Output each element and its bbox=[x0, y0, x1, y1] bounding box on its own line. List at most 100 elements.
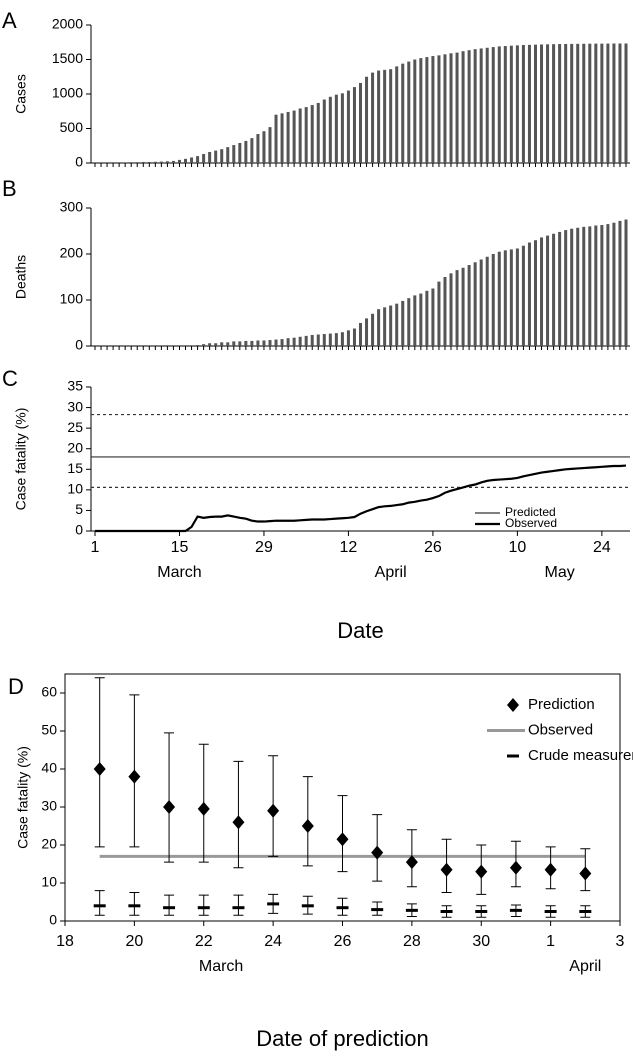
y-tick-label: 5 bbox=[75, 501, 83, 517]
bar bbox=[600, 225, 604, 346]
bar bbox=[190, 157, 194, 163]
bar bbox=[449, 273, 453, 346]
bar bbox=[129, 162, 133, 163]
bar bbox=[497, 46, 501, 163]
panel-label: A bbox=[2, 8, 17, 33]
x-tick-label: 24 bbox=[593, 539, 611, 556]
bar bbox=[268, 340, 272, 346]
bar bbox=[594, 43, 598, 163]
bar bbox=[497, 251, 501, 346]
bar bbox=[352, 87, 356, 163]
bar bbox=[226, 342, 230, 346]
bar bbox=[358, 323, 363, 346]
point bbox=[232, 815, 245, 830]
bar bbox=[208, 151, 212, 163]
y-tick-label: 30 bbox=[41, 798, 57, 814]
error-bar bbox=[233, 894, 244, 916]
x-tick-label: 28 bbox=[403, 933, 421, 950]
bar bbox=[527, 44, 531, 163]
bar bbox=[479, 259, 483, 346]
y-tick-label: 0 bbox=[75, 337, 83, 353]
bar bbox=[365, 76, 369, 163]
bar bbox=[304, 335, 308, 346]
bar bbox=[340, 332, 344, 346]
month-label: March bbox=[199, 958, 243, 975]
bar bbox=[455, 270, 459, 346]
bar bbox=[274, 339, 278, 346]
point bbox=[163, 800, 176, 814]
bar bbox=[328, 333, 332, 346]
bar bbox=[377, 309, 381, 346]
bar bbox=[407, 298, 411, 346]
bar bbox=[352, 328, 356, 346]
bar bbox=[521, 45, 525, 164]
bar bbox=[159, 161, 163, 163]
point bbox=[267, 803, 280, 818]
bar bbox=[280, 113, 284, 163]
point bbox=[301, 904, 314, 908]
bar bbox=[564, 230, 568, 346]
bar bbox=[473, 262, 477, 346]
bar bbox=[268, 127, 272, 163]
bar bbox=[552, 44, 556, 163]
y-axis-label: Cases bbox=[13, 74, 29, 114]
bar bbox=[582, 43, 586, 163]
point bbox=[128, 769, 141, 784]
bar bbox=[425, 290, 429, 346]
bar bbox=[280, 339, 284, 346]
bar bbox=[437, 55, 441, 163]
legend-label: Crude measurement bbox=[528, 747, 633, 764]
error-bar bbox=[233, 760, 244, 869]
point bbox=[405, 908, 418, 912]
y-tick-label: 0 bbox=[49, 912, 57, 928]
bar bbox=[346, 330, 350, 346]
bar bbox=[256, 134, 260, 163]
y-tick-label: 100 bbox=[60, 291, 84, 307]
bar bbox=[443, 277, 447, 346]
y-tick-label: 20 bbox=[41, 836, 57, 852]
y-tick-label: 25 bbox=[67, 419, 83, 435]
bar bbox=[491, 254, 495, 346]
point bbox=[163, 906, 176, 910]
y-tick-label: 50 bbox=[41, 722, 57, 738]
bar bbox=[262, 340, 266, 346]
bar bbox=[177, 159, 181, 163]
point bbox=[197, 906, 210, 910]
bar bbox=[624, 219, 628, 346]
month-label: April bbox=[569, 958, 601, 975]
point bbox=[301, 819, 314, 833]
y-tick-label: 30 bbox=[67, 398, 83, 414]
bar bbox=[521, 245, 525, 346]
bar bbox=[304, 107, 308, 163]
bar bbox=[171, 160, 175, 163]
bar bbox=[564, 43, 568, 163]
error-bar bbox=[94, 890, 105, 916]
bar bbox=[310, 105, 314, 163]
bar bbox=[371, 313, 375, 346]
x-axis-label: Date bbox=[337, 618, 383, 643]
bar bbox=[208, 343, 212, 346]
bar bbox=[624, 43, 628, 163]
bar bbox=[515, 45, 519, 164]
x-axis-label: Date of prediction bbox=[256, 1026, 428, 1051]
y-tick-label: 40 bbox=[41, 760, 57, 776]
bar bbox=[576, 227, 580, 346]
bar bbox=[503, 46, 507, 163]
bar bbox=[383, 307, 387, 346]
error-bar bbox=[129, 892, 140, 916]
bar bbox=[419, 58, 423, 164]
bar bbox=[606, 224, 610, 346]
bar bbox=[322, 99, 326, 163]
bar bbox=[220, 342, 224, 346]
y-tick-label: 500 bbox=[60, 119, 84, 135]
bar bbox=[226, 147, 230, 163]
bar bbox=[449, 53, 453, 163]
bar bbox=[576, 43, 580, 163]
y-tick-label: 200 bbox=[60, 245, 84, 261]
bar bbox=[485, 256, 489, 346]
bar bbox=[322, 334, 326, 346]
point bbox=[544, 862, 557, 877]
bar bbox=[220, 149, 224, 163]
